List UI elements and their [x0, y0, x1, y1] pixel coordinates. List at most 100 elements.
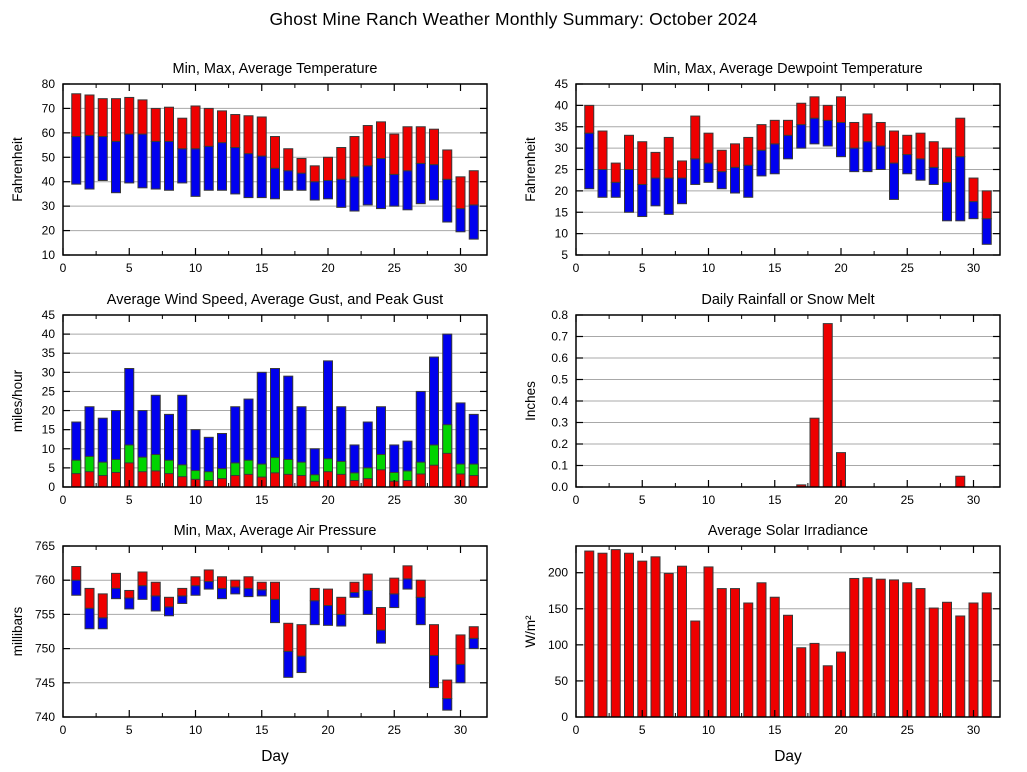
x-tick-label: 20 [834, 493, 848, 507]
bar-min-to-avg [336, 613, 347, 627]
bar-avg-to-max [190, 576, 201, 587]
bar-avg-to-max [336, 147, 347, 180]
bar-avg-to-max [703, 132, 714, 164]
bar-solar_irradiance [942, 601, 952, 718]
bar-min-to-avg [429, 654, 439, 689]
bars [71, 333, 479, 488]
bar-min-to-avg [415, 596, 426, 626]
y-tick-label: 60 [42, 126, 56, 140]
x-tick-label: 25 [388, 261, 402, 275]
bar-min-to-avg [124, 133, 135, 184]
bar-avg-to-max [968, 177, 979, 203]
y-tick-label: 0.0 [551, 480, 568, 494]
bar-min-to-avg [584, 132, 595, 190]
bar-solar_irradiance [743, 602, 754, 718]
bar-min-to-avg [769, 143, 780, 175]
x-tick-label: 30 [967, 493, 981, 507]
bar-min-to-avg [915, 158, 926, 181]
bar-min-to-avg [955, 156, 966, 222]
bar-avg-to-max [769, 119, 780, 145]
bar-average_wind_speed [203, 480, 214, 488]
bar-average_wind_speed [97, 475, 108, 488]
bar-min-to-avg [928, 166, 939, 185]
bar-min-to-avg [124, 597, 135, 610]
bar-min-to-avg [402, 170, 413, 211]
bars [71, 93, 479, 240]
bar-solar_irradiance [756, 582, 767, 718]
plot-border [62, 545, 488, 718]
y-axis-label: millibars [10, 607, 25, 657]
x-tick-label: 20 [321, 723, 335, 737]
bar-solar_irradiance [690, 620, 701, 718]
x-axis-label: Day [774, 748, 802, 765]
bar-min-to-avg [150, 140, 161, 190]
bar-min-to-avg [137, 585, 148, 600]
bar-min-to-avg [71, 136, 82, 185]
y-tick-label: 0.4 [551, 394, 568, 408]
bar-solar_irradiance [822, 665, 833, 718]
bar-avg-to-max [624, 134, 634, 171]
y-tick-label: 0.5 [551, 373, 568, 387]
y-tick-label: 70 [42, 101, 56, 115]
y-tick-label: 35 [42, 346, 56, 360]
bar-avg-to-max [455, 176, 466, 210]
bar-solar_irradiance [597, 552, 608, 718]
bar-average_wind_speed [71, 473, 82, 488]
bar-avg-to-max [836, 96, 846, 123]
x-tick-label: 20 [834, 723, 848, 737]
bar-average_wind_speed [243, 473, 254, 488]
bar-min-to-avg [389, 173, 400, 207]
bar-avg-to-max [84, 94, 95, 136]
x-tick-label: 5 [126, 493, 133, 507]
bar-avg-to-max [309, 165, 320, 183]
bar-avg-to-max [177, 587, 188, 597]
bar-avg-to-max [415, 579, 426, 598]
chart-title: Daily Rainfall or Snow Melt [701, 292, 874, 308]
bar-min-to-avg [349, 176, 360, 212]
axis-ticks [575, 314, 1000, 488]
x-tick-label: 30 [967, 723, 981, 737]
x-tick-label: 5 [126, 261, 133, 275]
tick-labels: 0 5 10 15 20 25 30 0.0 0.1 0.2 0.3 0.4 0.5 0.6 0.7 0.8 [551, 308, 980, 507]
bar-min-to-avg [203, 581, 214, 590]
bar-solar_irradiance [981, 592, 992, 718]
chart-title: Average Wind Speed, Average Gust, and Pe… [107, 292, 443, 308]
x-tick-label: 10 [702, 723, 716, 737]
bar-average_wind_speed [270, 472, 280, 488]
bar-avg-to-max [822, 104, 833, 121]
bar-min-to-avg [875, 145, 886, 171]
y-tick-label: 15 [555, 205, 569, 219]
bar-avg-to-max [217, 576, 227, 589]
bar-average_wind_speed [442, 452, 453, 488]
y-axis-label: Fahrenheit [10, 137, 25, 202]
bar-average_wind_speed [468, 475, 479, 488]
y-tick-label: 755 [35, 607, 55, 621]
bar-avg-to-max [230, 114, 241, 149]
y-tick-label: 0 [561, 710, 568, 724]
bar-min-to-avg [177, 148, 188, 184]
bar-min-to-avg [256, 589, 267, 597]
bar-min-to-avg [336, 178, 347, 208]
chart-title: Min, Max, Average Temperature [173, 61, 378, 77]
bar-avg-to-max [97, 98, 108, 138]
bar-solar_irradiance [862, 577, 873, 718]
y-tick-label: 50 [555, 674, 569, 688]
bar-avg-to-max [177, 117, 188, 150]
chart-title: Average Solar Irradiance [708, 523, 868, 539]
y-tick-label: 45 [555, 77, 569, 91]
bar-avg-to-max [584, 104, 595, 134]
bar-avg-to-max [124, 96, 135, 135]
bar-min-to-avg [663, 177, 674, 215]
bars [584, 96, 992, 245]
bar-average_wind_speed [137, 471, 148, 488]
bar-solar_irradiance [677, 565, 687, 718]
bar-avg-to-max [97, 593, 108, 619]
bar-min-to-avg [637, 183, 648, 218]
bar-min-to-avg [362, 165, 373, 206]
bar-min-to-avg [849, 147, 860, 173]
bar-min-to-avg [230, 147, 241, 195]
bar-average_wind_speed [150, 470, 161, 488]
bar-min-to-avg [442, 178, 453, 223]
bar-solar_irradiance [650, 556, 661, 718]
y-axis-label: miles/hour [10, 369, 25, 432]
